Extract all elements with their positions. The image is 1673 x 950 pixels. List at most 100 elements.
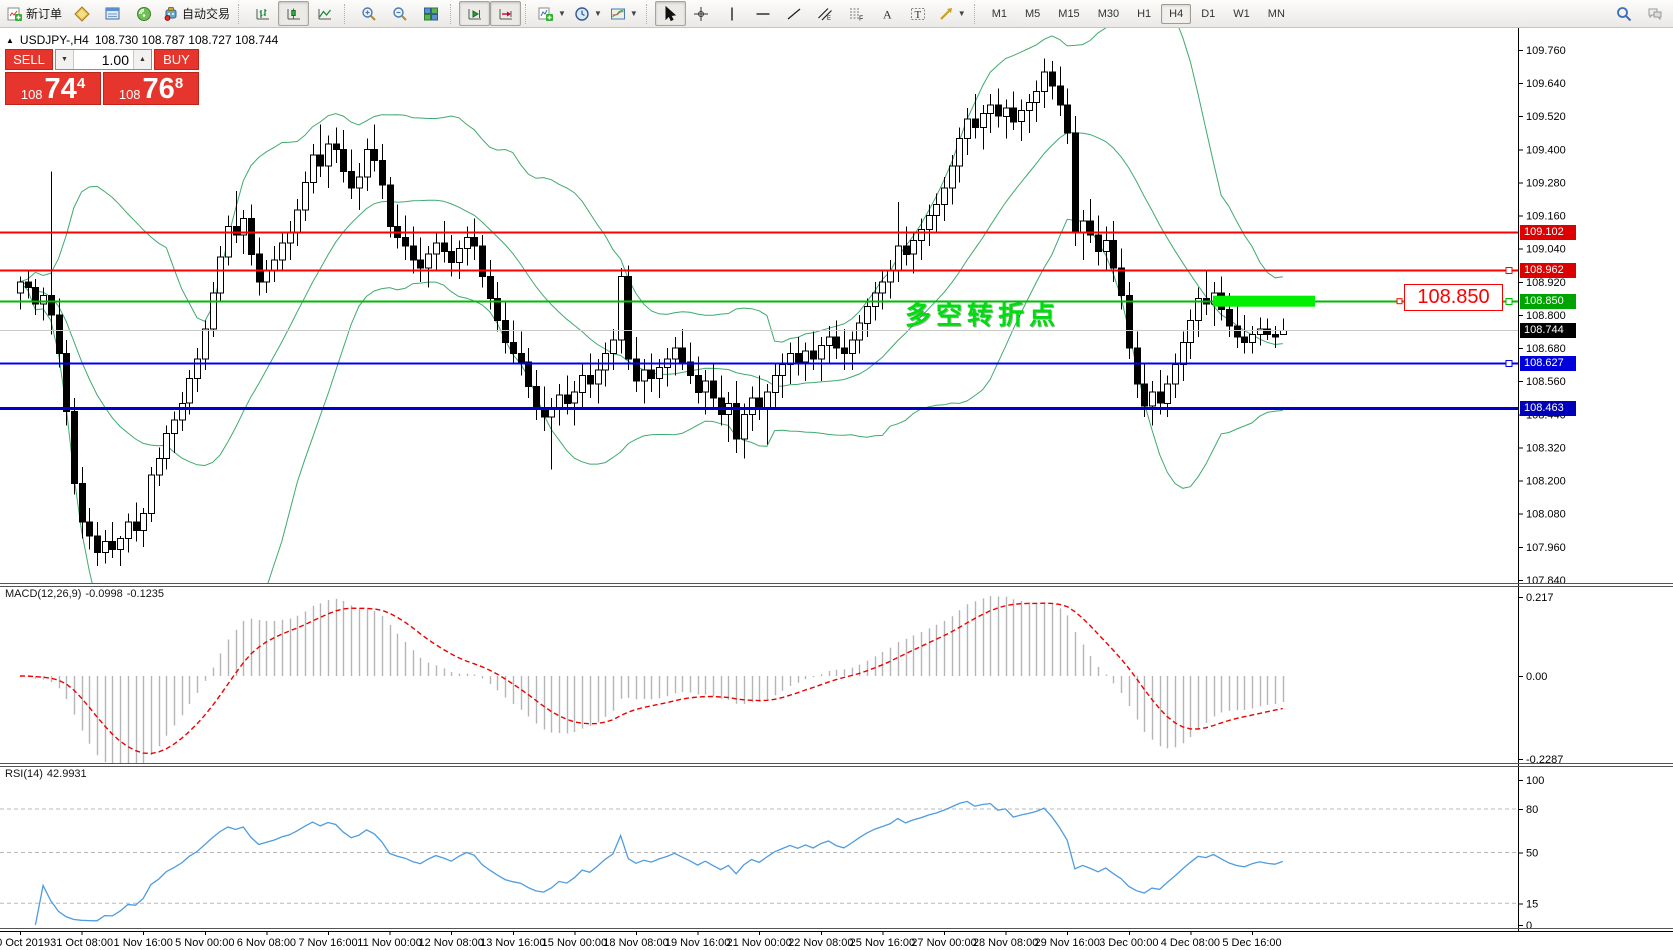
equidistant-channel-button[interactable]: E	[810, 1, 841, 26]
candle	[510, 342, 517, 355]
autotrading-button[interactable]: 自动交易	[159, 1, 234, 26]
candle	[1172, 364, 1179, 385]
cursor-button[interactable]	[654, 1, 686, 26]
templates-icon	[610, 8, 625, 19]
candle	[279, 242, 286, 261]
candle	[410, 245, 417, 261]
candle	[733, 402, 740, 440]
time-axis-label: 29 Nov 16:00	[1034, 937, 1099, 949]
timeframe-m15-button[interactable]: M15	[1058, 7, 1080, 20]
toolbar-separator	[973, 3, 980, 24]
price-callout-label[interactable]: 108.850	[1404, 284, 1503, 311]
price-tick-label: 108.680	[1526, 343, 1566, 355]
line-chart-button[interactable]	[309, 1, 340, 26]
dropdown-caret-icon: ▼	[558, 9, 566, 18]
svg-text:T: T	[915, 9, 922, 21]
candle	[202, 328, 209, 360]
channel-icon: E	[818, 7, 833, 22]
candle	[818, 344, 825, 360]
timeframe-w1-button[interactable]: W1	[1233, 7, 1250, 20]
text-label-button[interactable]: T	[903, 1, 934, 26]
volume-increase-button[interactable]: ▲	[133, 50, 151, 69]
market-watch-button[interactable]	[66, 1, 97, 26]
tile-windows-button[interactable]	[415, 1, 446, 26]
volume-input[interactable]	[74, 50, 133, 69]
sell-button[interactable]: SELL	[5, 49, 53, 70]
tile-windows-icon	[423, 7, 438, 20]
sell-price-pip: 4	[76, 75, 86, 92]
candle	[125, 521, 132, 540]
timeframe-h4-button[interactable]: H4	[1161, 3, 1192, 24]
crosshair-button[interactable]	[686, 1, 717, 26]
bar-chart-icon	[256, 8, 269, 19]
trendline-button[interactable]	[779, 1, 810, 26]
buy-price-button[interactable]: 108 76 8	[103, 72, 199, 105]
price-tick-label: 109.640	[1526, 78, 1566, 90]
zoom-in-button[interactable]	[353, 1, 384, 26]
timeframe-h1-button[interactable]: H1	[1137, 7, 1152, 20]
navigator-button[interactable]	[128, 1, 159, 26]
new-order-button[interactable]: 新订单	[3, 1, 66, 26]
vertical-line-icon	[731, 7, 733, 20]
chat-button[interactable]	[1639, 1, 1670, 26]
timeframe-m30-button[interactable]: M30	[1097, 7, 1120, 20]
volume-decrease-button[interactable]: ▼	[56, 50, 74, 69]
timeframe-mn-button[interactable]: MN	[1267, 7, 1285, 20]
candle	[356, 176, 363, 189]
line-handle[interactable]	[1505, 360, 1513, 367]
candle	[802, 350, 809, 363]
price-tick-label: 108.200	[1526, 476, 1566, 488]
shift-chart-button[interactable]	[459, 1, 491, 26]
line-handle[interactable]	[1505, 267, 1513, 274]
candle	[310, 154, 317, 183]
templates-button[interactable]: ▼	[606, 1, 642, 26]
timeframe-m1-button[interactable]: M1	[991, 7, 1007, 20]
candle	[772, 375, 779, 393]
toolbar-separator	[450, 3, 456, 24]
toolbar-separator	[645, 3, 652, 24]
pane-separators[interactable]	[0, 583, 1673, 929]
zoom-out-button[interactable]	[384, 1, 415, 26]
level-price-tag: 108.850	[1520, 293, 1576, 309]
dropdown-caret-icon: ▼	[957, 9, 966, 18]
macd-signal-line	[19, 602, 1283, 755]
candle	[926, 215, 933, 230]
search-button[interactable]	[1608, 1, 1639, 26]
vertical-line-button[interactable]	[717, 1, 748, 26]
fibonacci-button[interactable]: F	[841, 1, 872, 26]
periods-button[interactable]: ▼	[570, 1, 606, 26]
candlestick-chart-button[interactable]	[278, 1, 310, 26]
bollinger-bands	[19, 28, 1283, 583]
callout-handle[interactable]	[1396, 298, 1403, 305]
horizontal-levels[interactable]	[0, 231, 1518, 410]
buy-button[interactable]: BUY	[154, 49, 199, 70]
candle	[749, 397, 756, 415]
candle	[71, 411, 78, 484]
text-button[interactable]: A	[872, 1, 903, 26]
candle	[941, 187, 948, 206]
timeframe-m5-button[interactable]: M5	[1025, 7, 1041, 20]
candle	[1110, 239, 1117, 269]
indicators-button[interactable]: ▼	[534, 1, 570, 26]
level-price-tag: 108.627	[1520, 355, 1576, 371]
sell-price-button[interactable]: 108 74 4	[5, 72, 101, 105]
candle	[387, 184, 394, 228]
data-window-button[interactable]	[97, 1, 128, 26]
horizontal-line-button[interactable]	[748, 1, 779, 26]
candle	[1103, 239, 1110, 252]
annotation-text[interactable]: 多空转折点	[905, 300, 1061, 330]
timeframe-d1-button[interactable]: D1	[1201, 7, 1216, 20]
candle	[1164, 383, 1171, 404]
price-tick-label: 109.040	[1526, 244, 1566, 256]
price-axis[interactable]: 109.760 109.640 109.520 109.400 109.280 109.1…	[1518, 28, 1566, 932]
highlight-segment[interactable]	[1213, 295, 1315, 307]
panel-collapse-arrow[interactable]: ▲	[6, 35, 14, 45]
rsi-axis-label: 0	[1526, 920, 1532, 932]
bar-chart-button[interactable]	[247, 1, 278, 26]
arrows-button[interactable]: ▼	[934, 1, 970, 26]
macd-pane	[19, 596, 1285, 763]
autoscroll-button[interactable]	[490, 1, 522, 26]
line-handle[interactable]	[1505, 298, 1513, 305]
